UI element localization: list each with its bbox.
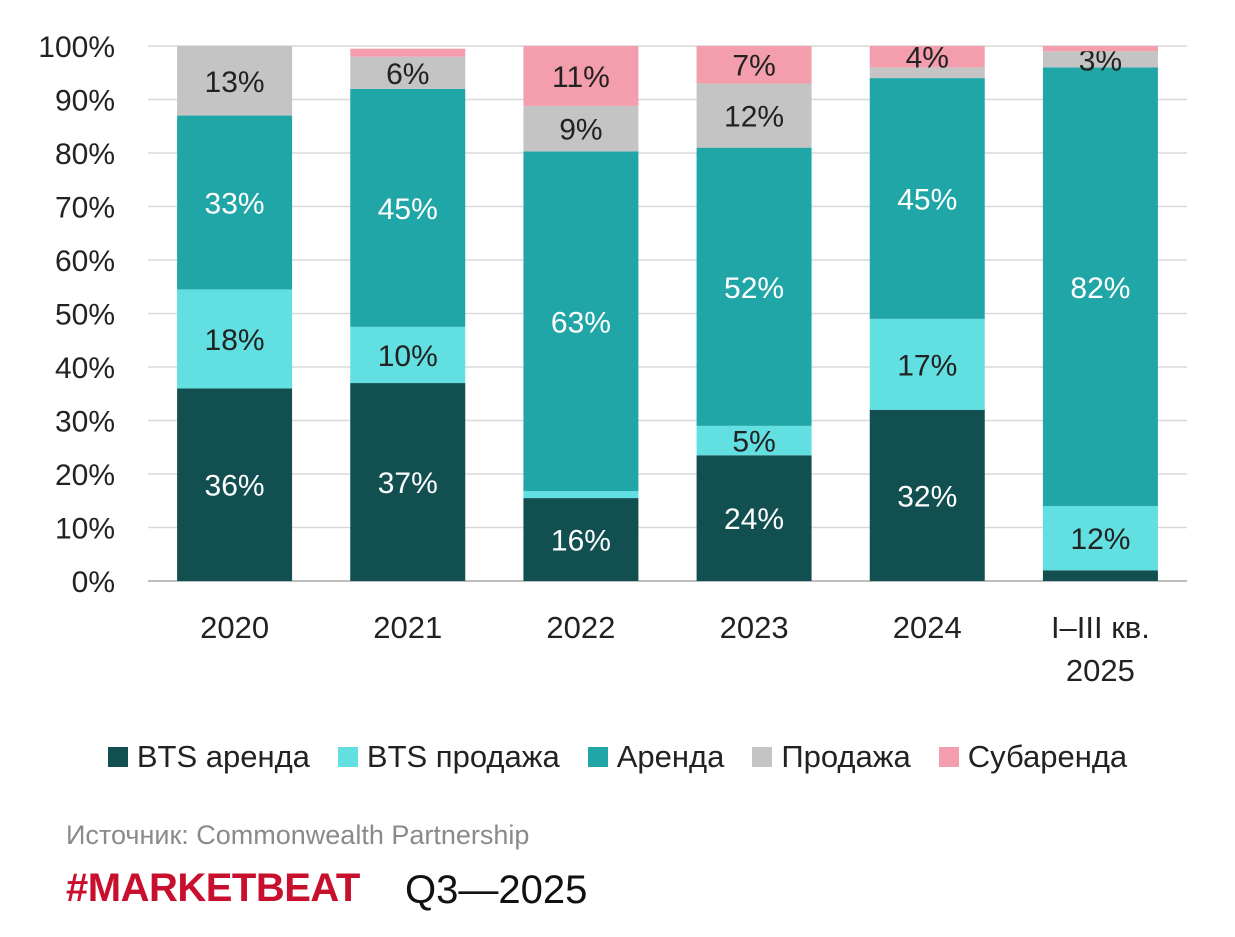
legend-label: Субаренда (967, 739, 1128, 774)
bar-segment (350, 326, 466, 384)
legend-label: Продажа (781, 739, 911, 774)
x-tick-label: 2022 (546, 610, 615, 645)
legend-swatch (752, 747, 773, 767)
data-label: 4% (906, 42, 949, 75)
bar-segment (1042, 46, 1158, 52)
y-tick-label: 80% (55, 138, 115, 171)
x-tick-label: 2024 (893, 610, 962, 645)
legend-swatch (587, 747, 608, 767)
bar-segment (523, 151, 639, 492)
legend-swatch (938, 747, 959, 767)
data-label: 12% (1070, 523, 1130, 556)
data-label: 63% (551, 306, 611, 339)
data-label: 16% (551, 525, 611, 558)
bar-segment (1042, 570, 1158, 581)
y-tick-label: 40% (55, 352, 115, 385)
y-tick-label: 100% (38, 31, 115, 64)
bar-segment (523, 491, 639, 499)
legend-label: Аренда (616, 739, 725, 774)
data-label: 36% (205, 470, 265, 503)
bar-segment (177, 46, 293, 116)
legend-label: BTS продажа (366, 739, 560, 774)
bar-segment (869, 409, 985, 581)
legend-item: BTS продажа (337, 739, 560, 775)
x-tick-label: 2021 (373, 610, 442, 645)
data-label: 12% (724, 101, 784, 134)
bar-segment (350, 56, 466, 89)
y-tick-label: 30% (55, 406, 115, 439)
bar-segment (1042, 506, 1158, 571)
data-label: 17% (897, 349, 957, 382)
data-label: 7% (732, 50, 775, 83)
bar-segment (1042, 51, 1158, 68)
legend-swatch (337, 747, 358, 767)
marketbeat-brand: #MARKETBEAT (66, 866, 360, 910)
bar-segment (869, 78, 985, 319)
bar-segment (177, 115, 293, 290)
chart-legend: BTS аренда BTS продажа Аренда Продажа Субаре… (0, 733, 1235, 781)
y-tick-label: 60% (55, 245, 115, 278)
data-label: 33% (205, 187, 265, 220)
data-label: 32% (897, 480, 957, 513)
bar-segment (696, 425, 812, 456)
bar-segment (869, 67, 985, 79)
y-tick-label: 70% (55, 192, 115, 225)
data-label: 37% (378, 467, 438, 500)
stacked-bar-chart: 0% 10% 20% 30% 40% 50% 60% 70% 80% 90% 100% 36% 18% 3… (38, 31, 1187, 688)
data-label: 45% (897, 183, 957, 216)
bar-segment (350, 383, 466, 581)
legend-item: BTS аренда (107, 739, 310, 775)
bar-segment (350, 88, 466, 327)
x-tick-label: 2025 (1066, 653, 1135, 688)
bar-segment (350, 48, 466, 57)
y-tick-label: 50% (55, 299, 115, 332)
bar-segment (523, 498, 639, 581)
y-tick-label: 20% (55, 459, 115, 492)
bar-segment (523, 105, 639, 152)
data-label: 45% (378, 193, 438, 226)
data-label: 10% (378, 340, 438, 373)
source-note: Источник: Commonwealth Partnership (66, 820, 530, 850)
bar-segment (869, 318, 985, 410)
bar-segment (696, 147, 812, 426)
data-label: 9% (559, 114, 602, 147)
data-label: 52% (724, 272, 784, 305)
x-tick-label: I–III кв. (1051, 610, 1150, 645)
y-tick-label: 90% (55, 85, 115, 118)
report-period: Q3—2025 (405, 868, 588, 912)
bar-segment (177, 388, 293, 581)
data-label: 11% (552, 61, 610, 94)
bar-segment (696, 46, 812, 84)
legend-label: BTS аренда (136, 739, 310, 774)
data-label: 18% (205, 324, 265, 357)
legend-swatch (107, 747, 128, 767)
bar-segment (869, 46, 985, 68)
bar-segment (696, 83, 812, 148)
legend-item: Субаренда (938, 739, 1128, 775)
data-label: 82% (1070, 272, 1130, 305)
y-tick-label: 10% (55, 513, 115, 546)
bar-segment (1042, 67, 1158, 507)
legend-item: Продажа (752, 739, 911, 775)
bar-segment (523, 46, 639, 106)
legend-item: Аренда (587, 739, 725, 775)
data-label: 24% (724, 503, 784, 536)
x-tick-label: 2023 (720, 610, 789, 645)
y-tick-label: 0% (72, 566, 115, 599)
bar-segment (696, 455, 812, 581)
data-label: 5% (732, 426, 775, 459)
bar-segment (177, 289, 293, 389)
data-label: 13% (205, 66, 265, 99)
data-label: 6% (386, 58, 429, 91)
x-tick-label: 2020 (200, 610, 269, 645)
